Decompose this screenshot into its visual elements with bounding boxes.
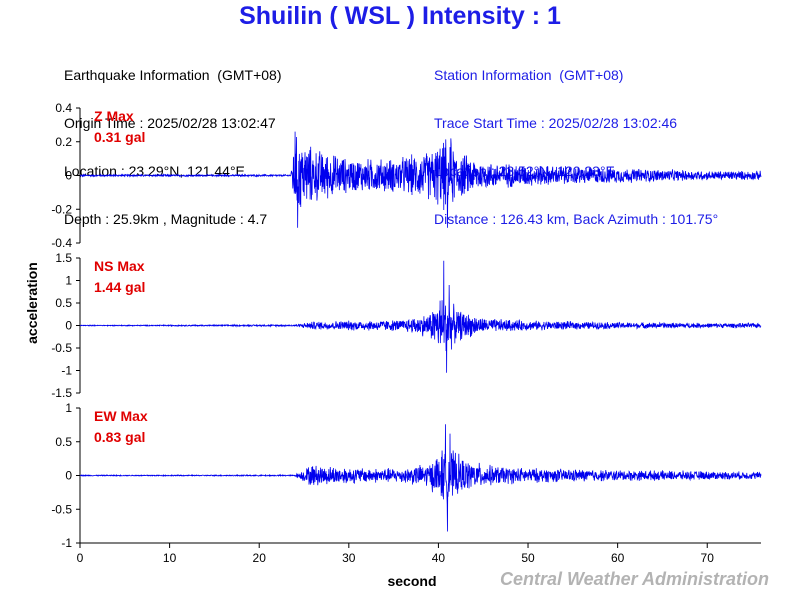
y-tick-label: 1 (65, 401, 72, 415)
waveform-ew (79, 424, 762, 532)
y-tick-label: 0.4 (55, 101, 72, 115)
max-label-z: Z Max (94, 108, 134, 124)
depth-magnitude: Depth : 25.9km , Magnitude : 4.7 (64, 211, 268, 227)
y-tick-label: 0.2 (55, 135, 72, 149)
x-tick-label: 50 (521, 551, 535, 565)
trace-start-time: Trace Start Time : 2025/02/28 13:02:46 (434, 115, 678, 131)
x-tick-label: 30 (342, 551, 356, 565)
y-tick-label: 1 (65, 274, 72, 288)
x-axis-title: second (387, 573, 436, 589)
x-tick-label: 20 (253, 551, 267, 565)
x-tick-label: 60 (611, 551, 625, 565)
x-tick-label: 10 (163, 551, 177, 565)
y-tick-label: -0.5 (51, 502, 72, 516)
origin-time: Origin Time : 2025/02/28 13:02:47 (64, 115, 276, 131)
max-label-ew: EW Max (94, 408, 148, 424)
max-value-z: 0.31 gal (94, 129, 145, 145)
y-tick-label: -0.2 (51, 202, 72, 216)
y-tick-label: 0 (65, 169, 72, 183)
max-label-ns: NS Max (94, 258, 145, 274)
y-tick-label: -0.5 (51, 341, 72, 355)
y-tick-label: 0 (65, 469, 72, 483)
max-value-ew: 0.83 gal (94, 429, 145, 445)
page-title: Shuilin ( WSL ) Intensity : 1 (239, 2, 561, 30)
waveform-z (79, 131, 762, 228)
credit-text: Central Weather Administration (499, 569, 769, 589)
y-tick-label: -1 (61, 536, 72, 550)
y-tick-label: 0 (65, 319, 72, 333)
station-info-heading: Station Information (GMT+08) (434, 67, 624, 83)
x-tick-label: 70 (701, 551, 715, 565)
earthquake-info-heading: Earthquake Information (GMT+08) (64, 67, 282, 83)
waveform-ns (79, 260, 762, 373)
y-tick-label: 1.5 (55, 251, 72, 265)
max-value-ns: 1.44 gal (94, 279, 145, 295)
y-tick-label: -1 (61, 364, 72, 378)
y-tick-label: 0.5 (55, 435, 72, 449)
x-tick-label: 40 (432, 551, 446, 565)
y-tick-label: -1.5 (51, 386, 72, 400)
y-tick-label: 0.5 (55, 296, 72, 310)
y-axis-title: acceleration (24, 262, 40, 344)
y-tick-label: -0.4 (51, 236, 72, 250)
x-tick-label: 0 (77, 551, 84, 565)
